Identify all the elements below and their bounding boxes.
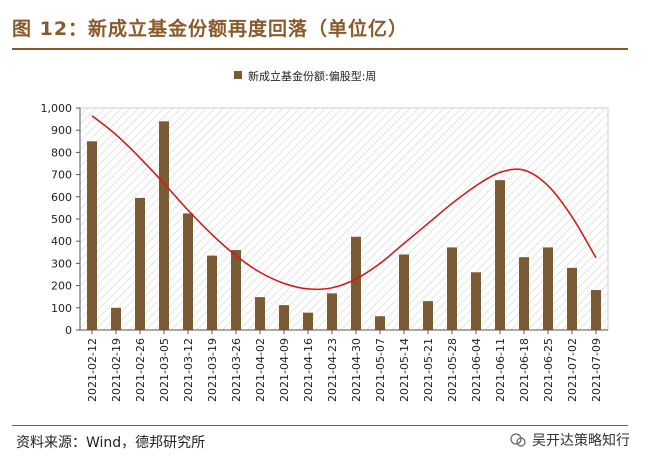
bar-2021-04-23 [327, 293, 337, 330]
x-tick-label: 2021-04-16 [302, 338, 315, 402]
watermark-text: 吴开达策略知行 [532, 433, 630, 449]
bar-2021-02-26 [135, 197, 145, 330]
y-tick-label: 800 [51, 146, 72, 159]
x-tick-label: 2021-05-28 [446, 338, 459, 402]
y-tick-label: 200 [51, 280, 72, 293]
y-tick-label: 700 [51, 169, 72, 182]
x-tick-label: 2021-02-12 [86, 338, 99, 402]
bar-2021-05-14 [399, 254, 409, 330]
x-tick-label: 2021-05-21 [422, 338, 435, 402]
bar-2021-07-02 [567, 267, 577, 330]
x-tick-label: 2021-06-25 [542, 338, 555, 402]
y-tick-label: 100 [51, 302, 72, 315]
bar-2021-02-12 [87, 141, 97, 330]
bar-2021-07-09 [591, 290, 601, 330]
y-tick-label: 500 [51, 213, 72, 226]
x-tick-label: 2021-05-14 [398, 338, 411, 402]
legend: 新成立基金份额:偏股型:周 [234, 69, 376, 83]
footer-divider [12, 425, 628, 426]
bar-2021-03-05 [159, 121, 169, 330]
x-tick-label: 2021-06-04 [470, 338, 483, 402]
x-tick-label: 2021-03-05 [158, 338, 171, 402]
bar-2021-06-25 [543, 247, 553, 330]
bar-2021-02-19 [111, 307, 121, 330]
y-tick-label: 0 [65, 324, 72, 337]
title-divider [12, 48, 628, 50]
legend-swatch [234, 71, 242, 79]
trend-line [91, 115, 597, 291]
y-tick-label: 600 [51, 191, 72, 204]
x-tick-label: 2021-06-11 [494, 338, 507, 402]
bar-2021-05-28 [447, 247, 457, 330]
bar-2021-03-19 [207, 255, 217, 330]
x-tick-label: 2021-05-07 [374, 338, 387, 402]
bar-2021-05-07 [375, 316, 385, 330]
x-tick-label: 2021-06-18 [518, 338, 531, 402]
bar-2021-04-02 [255, 297, 265, 330]
watermark: 吴开达策略知行 [510, 430, 630, 450]
legend-label: 新成立基金份额:偏股型:周 [248, 69, 376, 83]
x-tick-label: 2021-04-30 [350, 338, 363, 402]
x-tick-label: 2021-03-12 [182, 338, 195, 402]
page-title: 图 12：新成立基金份额再度回落（单位亿） [12, 18, 409, 40]
bar-2021-03-26 [231, 250, 241, 330]
wechat-icon [510, 433, 526, 447]
x-tick-label: 2021-07-02 [566, 338, 579, 402]
bar-2021-06-04 [471, 272, 481, 330]
bar-2021-04-30 [351, 236, 361, 330]
x-tick-label: 2021-04-09 [278, 338, 291, 402]
source-note: 资料来源：Wind，德邦研究所 [16, 435, 206, 451]
x-tick-label: 2021-03-19 [206, 338, 219, 402]
bar-2021-04-09 [279, 305, 289, 330]
bar-2021-05-21 [423, 301, 433, 330]
x-tick-label: 2021-04-02 [254, 338, 267, 402]
y-tick-label: 1,000 [41, 102, 73, 115]
y-tick-label: 400 [51, 235, 72, 248]
x-tick-label: 2021-03-26 [230, 338, 243, 402]
x-tick-label: 2021-02-26 [134, 338, 147, 402]
x-tick-label: 2021-07-09 [590, 338, 603, 402]
x-tick-label: 2021-02-19 [110, 338, 123, 402]
bar-2021-04-16 [303, 312, 313, 330]
bar-2021-03-12 [183, 213, 193, 330]
bar-2021-06-18 [519, 257, 529, 330]
bar-2021-06-11 [495, 180, 505, 330]
y-tick-label: 900 [51, 124, 72, 137]
bar-chart: 新成立基金份额:偏股型:周 0 100 200 300 400 500 600 700 800 9… [41, 69, 609, 402]
y-tick-label: 300 [51, 257, 72, 270]
x-tick-label: 2021-04-23 [326, 338, 339, 402]
